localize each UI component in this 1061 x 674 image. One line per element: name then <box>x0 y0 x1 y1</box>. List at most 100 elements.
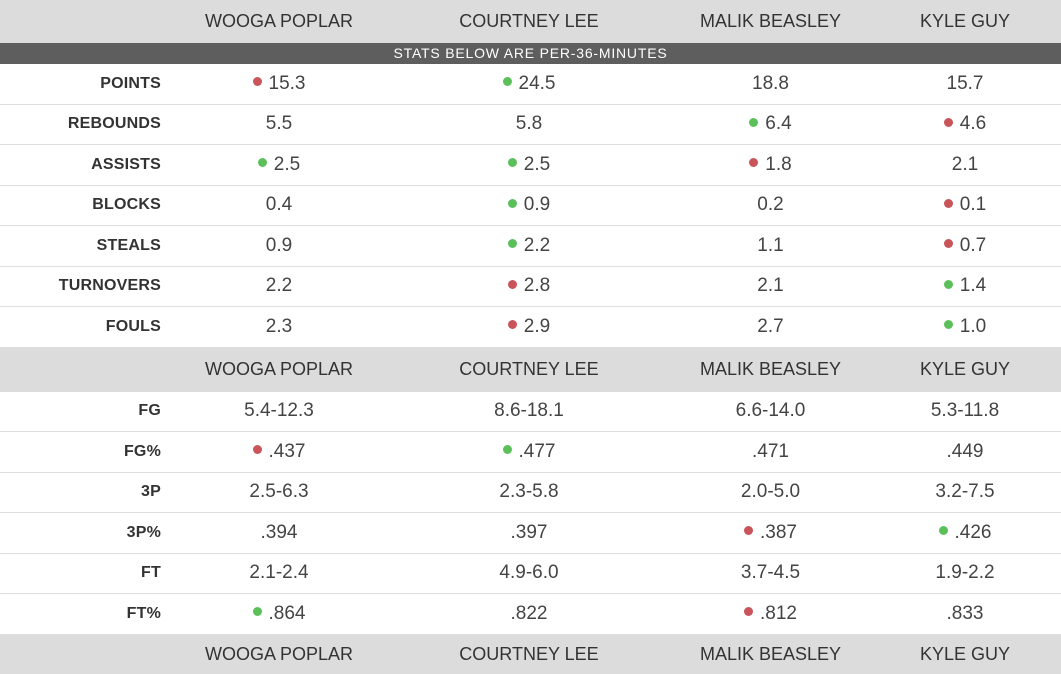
stat-row: 3P% .394 .397 .387 .426 <box>0 513 1061 554</box>
stat-cell: 1.9-2.2 <box>869 562 1061 584</box>
stat-value: 1.8 <box>765 153 792 175</box>
stat-cell: 1.0 <box>869 316 1061 338</box>
stat-cell: .397 <box>386 522 672 544</box>
stat-row: FOULS 2.3 2.9 2.7 1.0 <box>0 307 1061 348</box>
stat-cell: .426 <box>869 522 1061 544</box>
player-name: MALIK BEASLEY <box>699 643 842 664</box>
stat-value: .387 <box>760 521 797 543</box>
stat-label: STEALS <box>96 236 161 254</box>
stat-cell: 0.7 <box>869 235 1061 257</box>
stat-value: 2.3 <box>265 315 293 337</box>
stat-cell: 0.2 <box>672 194 869 216</box>
stat-value: 0.1 <box>959 194 987 216</box>
stat-value: 18.8 <box>752 72 789 94</box>
stat-cell: 4.6 <box>869 113 1061 135</box>
worst-indicator-dot <box>943 198 953 208</box>
stat-row: 3P 2.5-6.3 2.3-5.8 2.0-5.0 3.2-7.5 <box>0 473 1061 513</box>
stat-value: 2.1-2.4 <box>249 562 309 584</box>
stat-value: 2.1 <box>757 275 784 297</box>
stat-value: 5.5 <box>265 113 293 135</box>
stat-cell: 15.7 <box>869 73 1061 95</box>
stat-label: 3P <box>141 483 161 501</box>
stat-row: STEALS 0.9 2.2 1.1 0.7 <box>0 226 1061 267</box>
stat-label: BLOCKS <box>92 196 161 214</box>
stat-cell: 15.3 <box>172 73 386 95</box>
stat-cell: .387 <box>672 522 869 544</box>
stat-cell: 5.4-12.3 <box>172 400 386 422</box>
stat-cell: 3.7-4.5 <box>672 562 869 584</box>
stat-label: FT% <box>126 604 161 622</box>
stat-value: 4.9-6.0 <box>499 562 559 584</box>
stat-label: ASSISTS <box>91 155 161 173</box>
stat-value: .437 <box>268 440 306 462</box>
stat-value: .812 <box>760 602 797 624</box>
stat-cell: 5.5 <box>172 113 386 135</box>
stat-row: FT% .864 .822 .812 .833 <box>0 594 1061 635</box>
best-indicator-dot <box>507 239 517 249</box>
stat-value: 0.2 <box>757 194 784 216</box>
best-indicator-dot <box>257 158 267 168</box>
stat-row: POINTS 15.3 24.5 18.8 15.7 <box>0 64 1061 105</box>
stat-cell: 1.8 <box>672 154 869 176</box>
stat-cell: .812 <box>672 603 869 625</box>
player-name: KYLE GUY <box>919 11 1011 31</box>
stat-value: 0.4 <box>265 194 293 216</box>
stat-value: 24.5 <box>518 72 556 94</box>
stat-cell: 6.4 <box>672 113 869 135</box>
stat-cell: .394 <box>172 522 386 544</box>
best-indicator-dot <box>749 117 759 127</box>
stat-cell: 4.9-6.0 <box>386 562 672 584</box>
stat-value: 2.0-5.0 <box>740 481 801 503</box>
stat-cell: 2.1 <box>672 275 869 297</box>
stat-value: 2.1 <box>951 153 979 175</box>
stat-value: 2.2 <box>523 234 551 256</box>
worst-indicator-dot <box>507 279 517 289</box>
stat-cell: 2.8 <box>386 275 672 297</box>
stat-cell: 2.9 <box>386 316 672 338</box>
stat-value: 1.9-2.2 <box>935 562 995 584</box>
stat-cell: 24.5 <box>386 73 672 95</box>
stat-value: 2.9 <box>523 315 551 337</box>
player-name: MALIK BEASLEY <box>699 359 842 379</box>
player-name: MALIK BEASLEY <box>699 11 842 31</box>
stat-value: .449 <box>946 440 984 462</box>
stat-cell: 0.9 <box>386 194 672 216</box>
player-header-row: WOOGA POPLAR COURTNEY LEE MALIK BEASLEY … <box>0 0 1061 43</box>
stat-label: FG <box>138 402 161 420</box>
stat-cell: .437 <box>172 441 386 463</box>
stat-value: 15.7 <box>946 72 984 94</box>
per36-banner: STATS BELOW ARE PER-36-MINUTES <box>0 43 1061 64</box>
stat-label: FG% <box>123 442 161 460</box>
stat-value: 2.5 <box>523 153 551 175</box>
worst-indicator-dot <box>507 320 517 330</box>
player-name: COURTNEY LEE <box>459 643 599 664</box>
stat-value: .397 <box>510 521 548 543</box>
player-name: KYLE GUY <box>919 643 1011 664</box>
best-indicator-dot <box>943 279 953 289</box>
stat-value: .394 <box>260 521 298 543</box>
stat-value: 0.9 <box>523 194 551 216</box>
player-header-row: WOOGA POPLAR COURTNEY LEE MALIK BEASLEY … <box>0 347 1061 392</box>
stat-label: 3P% <box>126 523 161 541</box>
best-indicator-dot <box>507 198 517 208</box>
stat-value: .833 <box>946 602 984 624</box>
stat-cell: 1.1 <box>672 235 869 257</box>
stat-value: .864 <box>268 602 306 624</box>
best-indicator-dot <box>502 77 512 87</box>
player-name: COURTNEY LEE <box>459 359 599 379</box>
stat-value: .471 <box>752 440 789 462</box>
shooting-stats-section: FG 5.4-12.3 8.6-18.1 6.6-14.0 5.3-11.8 FG% .43… <box>0 392 1061 635</box>
stat-value: 3.2-7.5 <box>935 481 995 503</box>
stat-value: .426 <box>954 521 992 543</box>
worst-indicator-dot <box>943 239 953 249</box>
stat-value: 8.6-18.1 <box>494 400 564 422</box>
stat-row: TURNOVERS 2.2 2.8 2.1 1.4 <box>0 267 1061 307</box>
stat-value: 3.7-4.5 <box>740 562 801 584</box>
stat-value: 1.0 <box>959 315 987 337</box>
stat-value: 6.4 <box>765 113 792 135</box>
stat-value: 0.9 <box>265 234 293 256</box>
stat-cell: 1.4 <box>869 275 1061 297</box>
stat-row: FG% .437 .477 .471 .449 <box>0 432 1061 473</box>
player-name: KYLE GUY <box>919 359 1011 379</box>
stat-cell: .864 <box>172 603 386 625</box>
